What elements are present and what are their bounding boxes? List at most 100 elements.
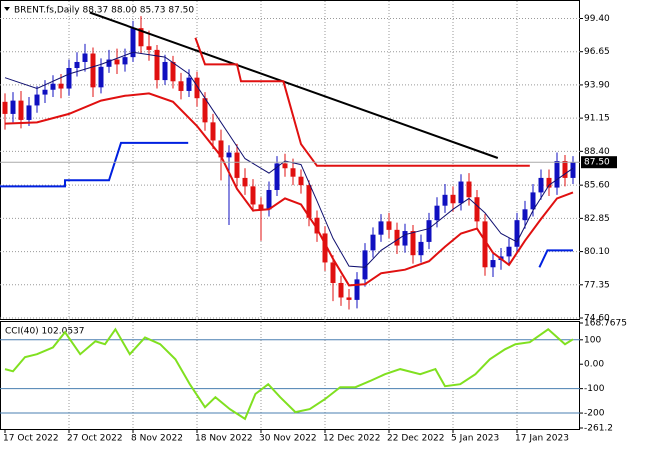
candle-body xyxy=(114,59,120,65)
candle-body xyxy=(474,197,480,222)
candle-body xyxy=(306,185,312,218)
candle-body xyxy=(418,241,424,256)
candle-body xyxy=(130,28,136,58)
candle-body xyxy=(50,83,56,90)
candle-body xyxy=(530,192,536,210)
candle-body xyxy=(442,194,448,206)
y-tick-label: -100 xyxy=(584,384,605,394)
candle-body xyxy=(202,98,208,123)
candle-body xyxy=(26,105,32,120)
candle-body xyxy=(338,282,344,298)
price-frame xyxy=(0,0,580,320)
candle-body xyxy=(194,77,200,99)
indicator-line xyxy=(538,249,573,268)
cci-line xyxy=(4,327,574,421)
candle-body xyxy=(98,66,104,88)
candle-body xyxy=(290,168,296,177)
x-tick-label: 22 Dec 2022 xyxy=(387,434,445,444)
candle-body xyxy=(354,279,360,300)
candle-body xyxy=(34,94,40,106)
x-tick-label: 18 Nov 2022 xyxy=(195,434,253,444)
candles xyxy=(2,16,576,310)
candle-body xyxy=(178,81,184,91)
candle-body xyxy=(210,122,216,141)
candle-body xyxy=(146,46,152,50)
candle-body xyxy=(378,221,384,235)
candle-body xyxy=(154,49,160,81)
y-tick-label: 88.40 xyxy=(584,147,610,157)
candle-body xyxy=(450,194,456,204)
candle-body xyxy=(314,217,320,234)
last-price-label: 87.50 xyxy=(584,158,610,168)
x-tick-label: 17 Oct 2022 xyxy=(3,434,59,444)
candle-body xyxy=(258,204,264,210)
candle-body xyxy=(522,209,528,221)
candle-body xyxy=(186,77,192,91)
x-tick-label: 12 Dec 2022 xyxy=(323,434,381,444)
candle-body xyxy=(330,262,336,283)
candle-body xyxy=(42,89,48,95)
candle-body xyxy=(274,163,280,190)
candle-body xyxy=(82,53,88,62)
candle-body xyxy=(90,53,96,88)
y-tick-label: 96.65 xyxy=(584,47,610,57)
candle-body xyxy=(458,181,464,204)
candle-body xyxy=(490,260,496,268)
y-tick-label: 82.85 xyxy=(584,214,610,224)
x-tick-label: 27 Oct 2022 xyxy=(67,434,123,444)
candle-body xyxy=(218,140,224,158)
candle-body xyxy=(18,100,24,120)
indicator-line xyxy=(0,141,189,188)
last-price-box xyxy=(581,156,617,169)
candle-body xyxy=(122,57,128,65)
x-tick-label: 8 Nov 2022 xyxy=(131,434,183,444)
y-tick-label: -200 xyxy=(584,409,605,419)
candle-body xyxy=(66,68,72,89)
candle-body xyxy=(506,246,512,257)
candle-body xyxy=(58,83,64,89)
candle-body xyxy=(466,181,472,198)
candle-body xyxy=(402,231,408,246)
candle-body xyxy=(106,59,112,67)
candle-body xyxy=(2,101,8,114)
candle-body xyxy=(562,161,568,178)
candle-body xyxy=(434,205,440,221)
candle-body xyxy=(298,176,304,186)
cci-frame xyxy=(0,321,580,430)
y-tick-label: 74.60 xyxy=(584,314,610,324)
cci-title: CCI(40) 102.0537 xyxy=(5,327,85,337)
y-tick-label: 85.60 xyxy=(584,181,610,191)
indicator-line xyxy=(89,11,499,159)
chart-title: BRENT.fs,Daily 88.37 88.00 85.73 87.50 xyxy=(14,6,194,16)
candle-body xyxy=(370,234,376,251)
candle-body xyxy=(74,61,80,69)
candle-body xyxy=(170,61,176,82)
candle-body xyxy=(346,297,352,300)
y-tick-label: 0.00 xyxy=(584,360,604,370)
x-tick-label: 17 Jan 2023 xyxy=(515,434,569,444)
y-tick-label: 80.10 xyxy=(584,247,610,257)
candle-body xyxy=(514,220,520,247)
candle-body xyxy=(386,221,392,230)
candle-body xyxy=(250,186,256,205)
candle-body xyxy=(426,220,432,242)
candle-body xyxy=(266,189,272,210)
x-tick-label: 30 Nov 2022 xyxy=(259,434,317,444)
indicator-line xyxy=(4,92,574,287)
y-tick-label: 77.35 xyxy=(584,280,610,290)
candle-body xyxy=(226,152,232,158)
candle-body xyxy=(482,221,488,268)
y-tick-label: 99.40 xyxy=(584,14,610,24)
candle-body xyxy=(362,250,368,280)
candle-body xyxy=(322,233,328,263)
candle-body xyxy=(162,61,168,81)
y-tick-label: 91.15 xyxy=(584,114,610,124)
y-tick-label: 93.90 xyxy=(584,80,610,90)
y-tick-label: 168.7675 xyxy=(584,319,627,329)
y-tick-label: 100 xyxy=(584,335,601,345)
candle-body xyxy=(538,177,544,193)
candle-body xyxy=(554,161,560,188)
candle-body xyxy=(10,100,16,114)
